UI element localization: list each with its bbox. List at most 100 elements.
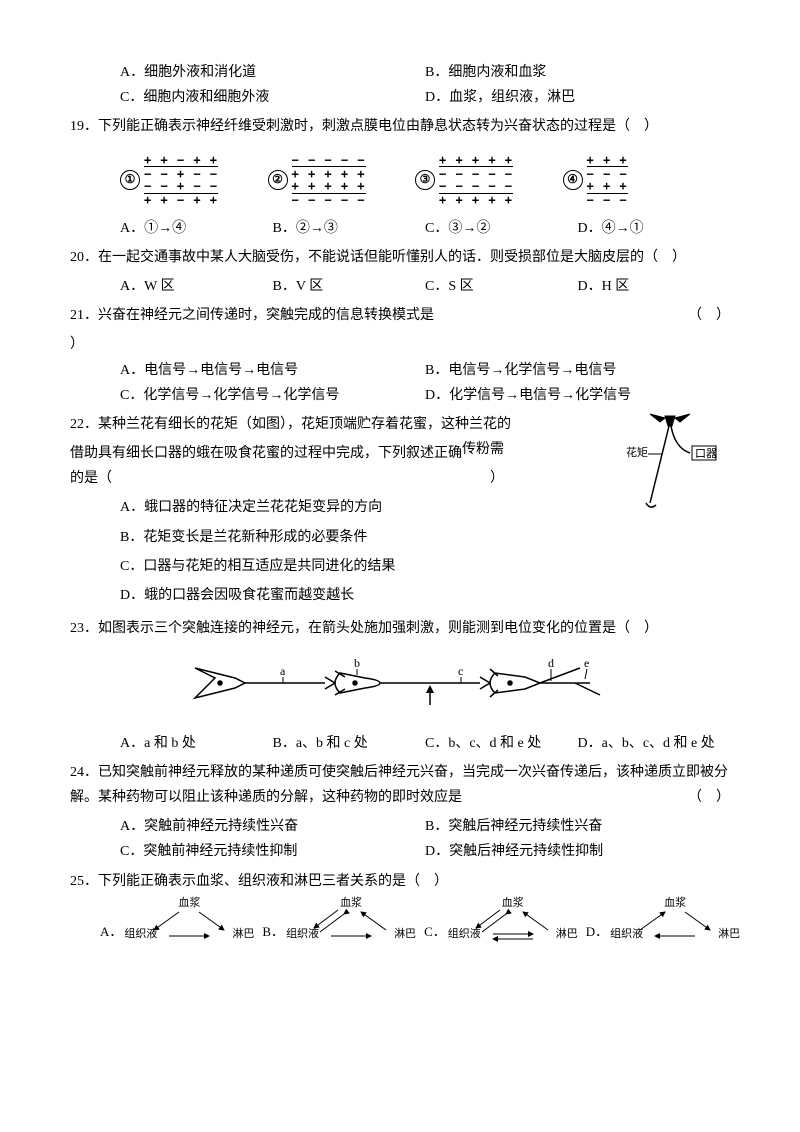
node-plasma: 血浆 (340, 898, 362, 909)
q25-label-b: B． (262, 920, 284, 943)
node-tissue: 组织液 (124, 929, 157, 940)
t: + + + + + (292, 179, 366, 193)
node-tissue: 组织液 (610, 929, 643, 940)
t: + + + (587, 179, 628, 193)
q22-opt-b: B．花矩变长是兰花新种形成的必要条件 (70, 525, 730, 550)
q20-stem: 20．在一起交通事故中某人大脑受伤，不能说话但能听懂别人的话．则受损部位是大脑皮… (70, 245, 730, 270)
node-tissue: 组织液 (286, 929, 319, 940)
orchid-icon: 花矩 口器 (620, 408, 720, 518)
q21-options-row1: A．电信号→电信号→电信号 B．电信号→化学信号→电信号 (70, 358, 730, 383)
q21-stem-row: 21．兴奋在神经元之间传递时，突触完成的信息转换模式是 （ ） (70, 303, 730, 328)
q21-opt-c: C．化学信号→化学信号→化学信号 (120, 383, 425, 408)
q20-opt-a: A．W 区 (120, 274, 273, 299)
pt-d: d (548, 656, 554, 670)
q21-opt-d: D．化学信号→电信号→化学信号 (425, 383, 730, 408)
q19-opt-d: D．④→① (578, 216, 731, 241)
text: ） (490, 466, 504, 491)
q19-label-2: ② (268, 170, 288, 190)
q19-opt-b: B．②→③ (273, 216, 426, 241)
plasma-diagram-icon: 血浆 组织液 淋巴 (448, 898, 578, 944)
q22-opt-d: D．蛾的口器会因吸食花蜜而越变越长 (70, 583, 730, 608)
q20-options: A．W 区 B．V 区 C．S 区 D．H 区 (70, 274, 730, 299)
q18-options-row1: A．细胞外液和消化道 B．细胞内液和血浆 (70, 60, 730, 85)
q25-label-c: C． (424, 920, 446, 943)
text: 传粉需 (462, 437, 504, 462)
q25-label-a: A． (100, 920, 122, 943)
t: − − + − − (144, 179, 218, 193)
q22-opt-c: C．口器与花矩的相互适应是共同进化的结果 (70, 554, 730, 579)
q23-stem: 23．如图表示三个突触连接的神经元，在箭头处施加强刺激，则能测到电位变化的位置是… (70, 616, 730, 641)
q20-opt-c: C．S 区 (425, 274, 578, 299)
q21-opt-b: B．电信号→化学信号→电信号 (425, 358, 730, 383)
q21-stem: 21．兴奋在神经元之间传递时，突触完成的信息转换模式是 (70, 303, 688, 328)
fiber-row: + + + + + (439, 194, 513, 206)
q24-opt-b: B．突触后神经元持续性兴奋 (425, 814, 730, 839)
q20-opt-b: B．V 区 (273, 274, 426, 299)
q23-opt-b: B．a、b 和 c 处 (273, 731, 426, 756)
mouth-label: 口器 (695, 447, 717, 460)
node-plasma: 血浆 (178, 898, 200, 909)
fiber-icon: + + + − − −+ + + − − − (587, 154, 628, 206)
fiber-row: − − − (587, 194, 628, 206)
node-lymph: 淋巴 (232, 929, 254, 940)
q19-opt-a: A．①→④ (120, 216, 273, 241)
fiber-row: − − − − − (292, 154, 366, 166)
neuron-labels: a b c d e (280, 656, 589, 683)
fiber-icon: + + − + + − − + − −− − + − − + + − + + (144, 154, 218, 206)
q19-stem: 19．下列能正确表示神经纤维受刺激时，刺激点膜电位由静息状态转为兴奋状态的过程是… (70, 114, 730, 139)
q25-diagram-d: D． 血浆 组织液 淋巴 (586, 898, 740, 944)
q23-diagram: a b c d e (70, 645, 730, 730)
q24-opt-a: A．突触前神经元持续性兴奋 (120, 814, 425, 839)
fiber-row: + + + + ++ + + + + (292, 166, 366, 194)
q21-opt-a: A．电信号→电信号→电信号 (120, 358, 425, 383)
fiber-icon: + + + + + − − − − −− − − − − + + + + + (439, 154, 513, 206)
q18-opt-c: C．细胞内液和细胞外液 (120, 85, 425, 110)
q19-fiber-1: ① + + − + + − − + − −− − + − − + + − + + (120, 154, 258, 206)
fiber-row: − − −+ + + (587, 166, 628, 194)
q21-close-paren: ） (70, 332, 730, 357)
plasma-diagram-icon: 血浆 组织液 淋巴 (610, 898, 740, 944)
t: − − − − − (439, 179, 513, 193)
text: 22．某种兰花有细长的花矩（如图），花矩顶端贮存着花蜜，这种兰花的 (70, 417, 511, 432)
node-lymph: 淋巴 (556, 929, 578, 940)
q24-opt-d: D．突触后神经元持续性抑制 (425, 839, 730, 864)
node-tissue: 组织液 (448, 929, 481, 940)
q24-opt-c: C．突触前神经元持续性抑制 (120, 839, 425, 864)
q18-opt-a: A．细胞外液和消化道 (120, 60, 425, 85)
q20-opt-d: D．H 区 (578, 274, 731, 299)
q19-fiber-4: ④ + + + − − −+ + + − − − (563, 154, 701, 206)
pt-e: e (584, 656, 589, 670)
plasma-diagram-icon: 血浆 组织液 淋巴 (124, 898, 254, 944)
q18-opt-d: D．血浆，组织液，淋巴 (425, 85, 730, 110)
node-lymph: 淋巴 (718, 929, 740, 940)
q18-options-row2: C．细胞内液和细胞外液 D．血浆，组织液，淋巴 (70, 85, 730, 110)
q24-options-row1: A．突触前神经元持续性兴奋 B．突触后神经元持续性兴奋 (70, 814, 730, 839)
q25-diagrams: A． 血浆 组织液 淋巴 B． 血浆 组织液 淋巴 (70, 898, 730, 944)
q25-diagram-a: A． 血浆 组织液 淋巴 (100, 898, 254, 944)
q23-opt-a: A．a 和 b 处 (120, 731, 273, 756)
fiber-row: + + − + + (144, 194, 218, 206)
q24-options-row2: C．突触前神经元持续性抑制 D．突触后神经元持续性抑制 (70, 839, 730, 864)
node-plasma: 血浆 (502, 898, 524, 909)
fiber-row: − − − − − (292, 194, 366, 206)
neuron-chain-icon: a b c d e (180, 653, 620, 713)
orchid-figure: 花矩 口器 (620, 408, 720, 527)
fiber-row: − − + − −− − + − − (144, 166, 218, 194)
plasma-diagram-icon: 血浆 组织液 淋巴 (286, 898, 416, 944)
fiber-row: + + + + + (439, 154, 513, 166)
q24-stem-row: 24．已知突触前神经元释放的某种递质可使突触后神经元兴奋，当完成一次兴奋传递后，… (70, 760, 730, 810)
q23-opt-d: D．a、b、c、d 和 e 处 (578, 731, 731, 756)
q19-fiber-2: ② − − − − − + + + + ++ + + + + − − − − − (268, 154, 406, 206)
pt-a: a (280, 664, 286, 678)
q25-label-d: D． (586, 920, 608, 943)
q19-label-4: ④ (563, 170, 583, 190)
q25-stem: 25．下列能正确表示血浆、组织液和淋巴三者关系的是（ ） (70, 869, 730, 894)
q25-diagram-c: C． 血浆 组织液 淋巴 (424, 898, 578, 944)
q18-opt-b: B．细胞内液和血浆 (425, 60, 730, 85)
q19-diagram-row: ① + + − + + − − + − −− − + − − + + − + +… (70, 144, 730, 216)
q23-opt-c: C．b、c、d 和 e 处 (425, 731, 578, 756)
fiber-row: − − − − −− − − − − (439, 166, 513, 194)
q21-paren: （ ） (688, 303, 730, 328)
q19-fiber-3: ③ + + + + + − − − − −− − − − − + + + + + (415, 154, 553, 206)
q21-options-row2: C．化学信号→化学信号→化学信号 D．化学信号→电信号→化学信号 (70, 383, 730, 408)
